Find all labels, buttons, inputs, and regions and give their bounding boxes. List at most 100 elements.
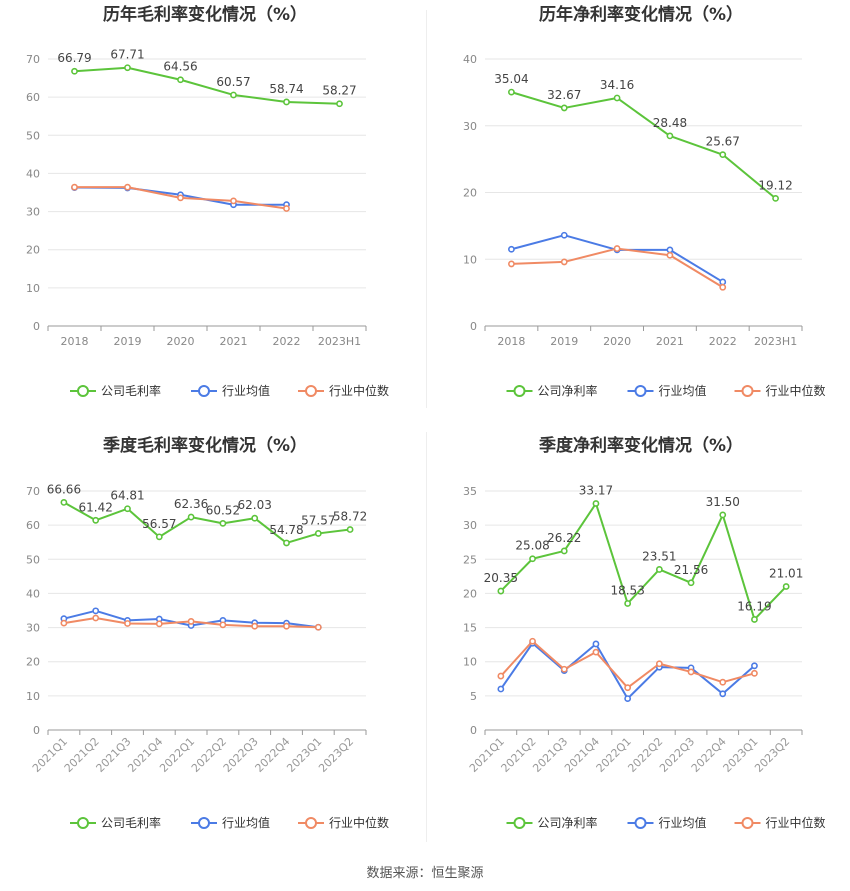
chart3-legend-company-label: 公司毛利率 bbox=[101, 815, 161, 830]
chart3-series-company-line bbox=[63, 501, 351, 544]
chart4-series-median-point bbox=[687, 668, 695, 676]
vertical-divider-top bbox=[426, 10, 427, 408]
chart2-legend-median-label: 行业中位数 bbox=[766, 383, 826, 398]
chart4-y-tick-label: 25 bbox=[463, 553, 477, 566]
chart1-y-tick-label: 40 bbox=[26, 167, 40, 180]
chart2-x-tick-label: 2018 bbox=[497, 335, 525, 348]
chart4-series-median-point bbox=[751, 669, 758, 677]
data-source-footer: 数据来源：恒生聚源 bbox=[366, 866, 484, 881]
chart3-series-median-point bbox=[60, 619, 68, 627]
chart3-series-company-point bbox=[346, 526, 354, 533]
chart1-y-tick-label: 30 bbox=[26, 206, 40, 219]
chart2-series-company-point bbox=[508, 88, 515, 96]
chart1-y-tick-label: 60 bbox=[26, 91, 40, 104]
chart1-legend-company-marker bbox=[77, 385, 89, 397]
chart3-legend-avg-marker bbox=[198, 817, 210, 829]
chart1-data-label: 58.27 bbox=[322, 84, 356, 98]
chart1-x-tick-label: 2019 bbox=[114, 335, 142, 348]
chart1-y-tick-label: 70 bbox=[26, 53, 40, 66]
chart3-legend-median-marker bbox=[305, 817, 317, 829]
chart4-y-tick-label: 10 bbox=[463, 656, 477, 669]
chart3-y-tick-label: 60 bbox=[26, 519, 40, 532]
chart1-series-median-point bbox=[283, 205, 290, 212]
chart1-y-tick-label: 20 bbox=[26, 244, 40, 257]
chart2-data-label: 28.48 bbox=[653, 116, 687, 130]
chart3-series-avg-point bbox=[92, 607, 100, 615]
chart4-series-avg-point bbox=[719, 690, 727, 698]
chart1-data-label: 64.56 bbox=[163, 60, 197, 74]
chart2-legend-avg-label: 行业均值 bbox=[659, 383, 707, 398]
chart4-series-avg-point bbox=[497, 685, 505, 693]
chart1-x-tick-label: 2023H1 bbox=[318, 335, 361, 348]
chart1-y-tick-label: 50 bbox=[26, 129, 40, 142]
chart2-y-tick-label: 20 bbox=[463, 187, 477, 200]
chart3-series-company-point bbox=[124, 505, 131, 513]
chart1-x-tick-label: 2018 bbox=[61, 335, 89, 348]
chart2-series-company-point bbox=[719, 151, 727, 159]
chart2-series-median-point bbox=[508, 260, 515, 268]
chart3-data-label: 66.66 bbox=[47, 482, 81, 496]
chart3-series-median-point bbox=[187, 618, 195, 625]
chart2-series-company-point bbox=[666, 132, 674, 140]
chart4-data-label: 18.53 bbox=[610, 583, 644, 597]
chart4-series-median-point bbox=[560, 665, 568, 673]
vertical-divider-bottom bbox=[426, 432, 427, 842]
chart3-legend-company-marker bbox=[77, 817, 89, 829]
chart2-series-avg-point bbox=[560, 231, 568, 239]
chart3-data-label: 62.03 bbox=[238, 498, 272, 512]
chart2-series-median-point bbox=[719, 283, 727, 291]
chart3-title: 季度毛利率变化情况（%） bbox=[103, 435, 307, 456]
chart4-series-median-point bbox=[655, 660, 663, 668]
chart4-series-company-point bbox=[719, 511, 727, 519]
chart2-y-tick-label: 30 bbox=[463, 120, 477, 133]
chart4-series-median-point bbox=[719, 678, 727, 686]
chart4-series-company-point bbox=[624, 600, 632, 607]
chart4-data-label: 23.51 bbox=[642, 549, 676, 563]
chart4-data-label: 16.19 bbox=[737, 599, 771, 613]
chart4-data-label: 33.17 bbox=[579, 483, 613, 497]
chart2-y-tick-label: 40 bbox=[463, 53, 477, 66]
chart4-series-median-point bbox=[592, 648, 600, 656]
chart4-series-company-point bbox=[687, 579, 695, 587]
chart2-series-median-point bbox=[560, 258, 568, 266]
chart1-data-label: 66.79 bbox=[57, 51, 91, 65]
chart2-legend-avg-marker bbox=[634, 385, 647, 397]
chart1-x-tick-label: 2022 bbox=[273, 335, 301, 348]
chart4-series-company-point bbox=[529, 555, 536, 563]
chart3-series-company-point bbox=[314, 530, 322, 537]
chart1-series-company-point bbox=[124, 64, 131, 72]
chart1-title: 历年毛利率变化情况（%） bbox=[103, 4, 307, 25]
chart4-data-label: 20.35 bbox=[484, 571, 518, 585]
chart1-series-median-point bbox=[230, 197, 237, 205]
chart4-data-label: 21.01 bbox=[769, 567, 803, 581]
chart1-y-tick-label: 0 bbox=[33, 320, 40, 333]
chart3-series-company-point bbox=[92, 516, 100, 524]
chart3-series-median-point bbox=[251, 622, 259, 630]
chart4-series-company-point bbox=[655, 566, 663, 573]
chart1-series-company-point bbox=[336, 100, 343, 108]
chart4-legend-company-marker bbox=[513, 817, 526, 829]
chart4-y-tick-label: 35 bbox=[463, 485, 477, 498]
chart2-x-tick-label: 2023H1 bbox=[754, 335, 797, 348]
chart2-series-avg-point bbox=[666, 246, 674, 254]
chart2-series-avg-line bbox=[511, 234, 724, 283]
chart4-x-tick-label: 2023Q2 bbox=[752, 735, 792, 775]
chart4-data-label: 31.50 bbox=[706, 495, 740, 509]
chart2-x-tick-label: 2021 bbox=[656, 335, 684, 348]
chart4-data-label: 25.08 bbox=[515, 539, 549, 553]
chart3-series-company-point bbox=[60, 499, 68, 506]
chart2-series-avg-point bbox=[719, 278, 727, 286]
chart4-title: 季度净利率变化情况（%） bbox=[539, 435, 743, 456]
chart3-data-label: 57.57 bbox=[301, 513, 335, 527]
chart4-y-tick-label: 30 bbox=[463, 519, 477, 532]
chart3-legend-median-label: 行业中位数 bbox=[329, 815, 389, 830]
chart2-y-tick-label: 0 bbox=[470, 320, 477, 333]
chart2-x-tick-label: 2020 bbox=[603, 335, 631, 348]
chart4-legend-median-label: 行业中位数 bbox=[766, 815, 826, 830]
chart3-series-company-point bbox=[187, 513, 195, 521]
chart3-y-tick-label: 50 bbox=[26, 553, 40, 566]
chart4-series-company-point bbox=[560, 547, 568, 555]
chart3-series-median-point bbox=[283, 622, 290, 630]
chart3-series-company-point bbox=[251, 514, 259, 522]
chart2-series-company-point bbox=[772, 194, 779, 202]
